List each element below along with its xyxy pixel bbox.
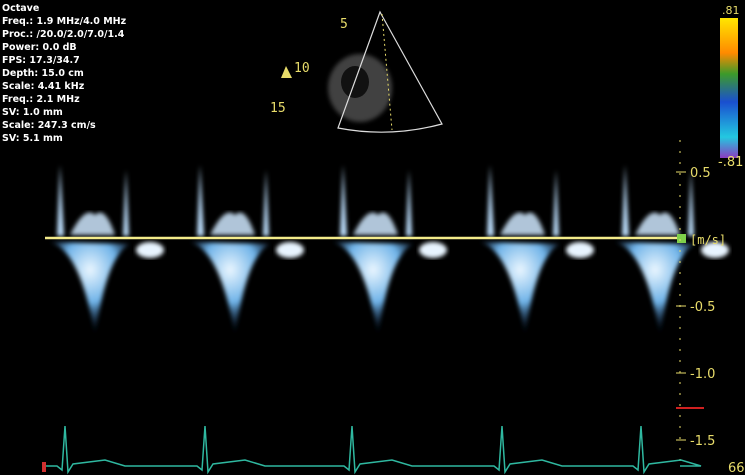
setting-line: FPS: 17.3/34.7 [2, 55, 80, 66]
setting-line: Scale: 247.3 cm/s [2, 120, 96, 131]
doppler-screen: Octave Freq.: 1.9 MHz/4.0 MHz Proc.: /20.0… [0, 0, 745, 475]
scale-label: 0.5 [690, 166, 711, 181]
scale-label: -0.5 [690, 300, 715, 315]
color-bar-bottom: -.81 [718, 155, 743, 170]
e-wave [419, 242, 447, 258]
depth-label: 15 [270, 101, 286, 116]
setting-line: Depth: 15.0 cm [2, 68, 84, 79]
scale-label: -1.5 [690, 434, 715, 449]
baseline-handle [677, 234, 686, 243]
setting-line: Freq.: 1.9 MHz/4.0 MHz [2, 16, 127, 27]
color-bar [720, 18, 738, 158]
scale-label: -1.0 [690, 367, 715, 382]
depth-label: 5 [340, 17, 348, 32]
setting-line: SV: 1.0 mm [2, 107, 63, 118]
e-wave [566, 242, 594, 258]
setting-line: SV: 5.1 mm [2, 133, 63, 144]
setting-line: Proc.: /20.0/2.0/7.0/1.4 [2, 29, 125, 40]
e-wave [136, 242, 164, 258]
color-bar-top: .81 [722, 4, 740, 17]
e-wave [276, 242, 304, 258]
setting-line: Power: 0.0 dB [2, 42, 77, 53]
setting-line: Octave [2, 3, 39, 14]
depth-label: 10 [294, 61, 310, 76]
scale-unit: [m/s] [690, 233, 726, 247]
setting-line: Scale: 4.41 kHz [2, 81, 85, 92]
setting-line: Freq.: 2.1 MHz [2, 94, 80, 105]
ecg-marker [42, 462, 46, 472]
heart-rate: 66 [728, 461, 745, 475]
